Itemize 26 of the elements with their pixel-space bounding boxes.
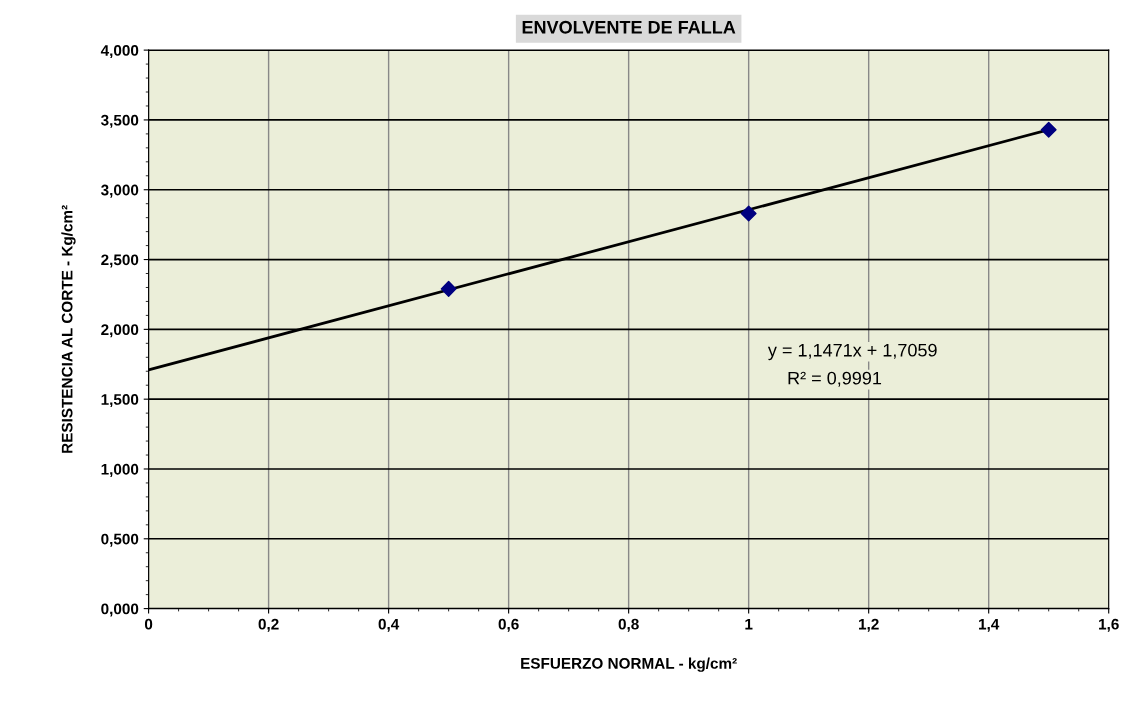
x-tick-label: 0: [144, 618, 153, 630]
x-axis-title: ESFUERZO NORMAL - kg/cm²: [521, 657, 737, 672]
y-tick-label: 2,000: [101, 324, 139, 338]
y-tick-label: 0,000: [101, 603, 139, 617]
point: [740, 205, 757, 222]
y-tick-label: 1,500: [101, 394, 139, 408]
y-tick-label: 3,500: [100, 114, 139, 128]
x-tick-label: 0,4: [378, 618, 400, 632]
y-axis-title: RESISTENCIA AL CORTE - Kg/cm²: [61, 205, 76, 453]
y-tick-label: 4,000: [100, 44, 139, 59]
x-tick-label: 0,2: [258, 618, 279, 632]
y-tick-label: 3,000: [100, 184, 139, 198]
x-tick-label: 1: [745, 618, 753, 630]
x-tick-label: 1,4: [979, 618, 1000, 632]
x-tick-label: 0,6: [498, 618, 519, 632]
chart-title: ENVOLVENTE DE FALLA: [522, 20, 736, 34]
x-tick-label: 1,6: [1099, 618, 1119, 632]
annotation: y = 1,1471x + 1,7059: [767, 343, 937, 361]
point: [1040, 121, 1057, 138]
annotation: R² = 0,9991: [788, 371, 882, 387]
x-tick-label: 0,8: [618, 618, 639, 632]
x-tick-label: 1,2: [859, 618, 879, 632]
point: [440, 280, 457, 297]
y-tick-label: 2,500: [101, 254, 139, 268]
y-tick-label: 0,500: [101, 533, 139, 547]
y-tick-label: 1,000: [101, 463, 139, 477]
